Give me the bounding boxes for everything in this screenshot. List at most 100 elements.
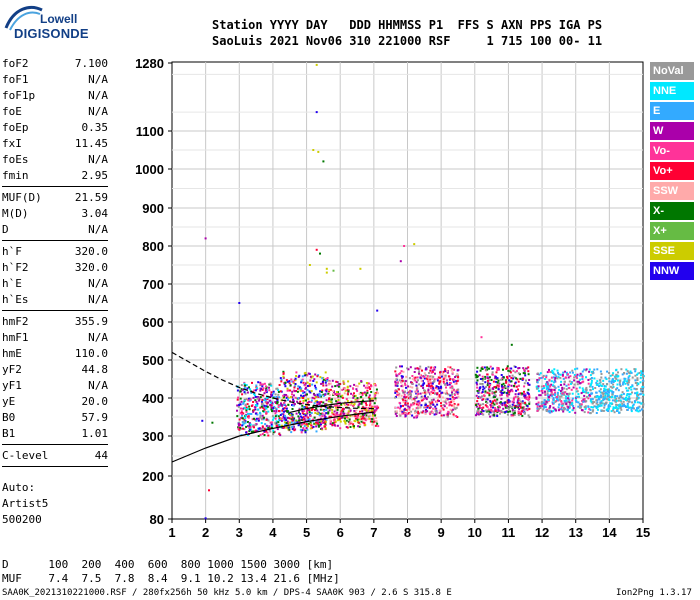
echo-point	[280, 424, 283, 427]
echo-point	[523, 393, 526, 396]
echo-point	[551, 401, 554, 404]
echo-point	[272, 397, 275, 399]
outlier-echo-point	[359, 267, 362, 270]
echo-point	[595, 391, 598, 394]
echo-point	[492, 405, 495, 407]
echo-point	[526, 405, 529, 408]
echo-point	[353, 403, 355, 406]
echo-point	[565, 395, 567, 398]
echo-point	[480, 412, 482, 415]
echo-point	[265, 405, 268, 408]
echo-point	[546, 385, 549, 388]
echo-point	[491, 371, 494, 374]
echo-point	[506, 366, 509, 369]
echo-point	[272, 416, 275, 419]
echo-point	[485, 385, 488, 388]
echo-point	[499, 390, 502, 393]
echo-point	[245, 410, 248, 413]
echo-point	[261, 433, 264, 435]
echo-point	[596, 368, 599, 371]
param-label: B1	[2, 427, 16, 440]
echo-point	[489, 411, 492, 414]
echo-point	[244, 384, 247, 387]
echo-point	[484, 390, 487, 393]
echo-point	[611, 395, 614, 398]
param-label: yF2	[2, 363, 22, 376]
echo-point	[289, 384, 292, 387]
echo-point	[283, 401, 286, 404]
echo-point	[431, 369, 434, 372]
echo-point	[429, 393, 432, 396]
echo-point	[563, 391, 566, 394]
echo-point	[506, 399, 509, 402]
echo-point	[486, 401, 489, 404]
echo-point	[549, 385, 552, 388]
echo-point	[446, 415, 449, 418]
echo-point	[433, 413, 436, 416]
echo-point	[638, 371, 641, 374]
footer-file-info: SAA0K_2021310221000.RSF / 280fx256h 50 k…	[2, 588, 452, 598]
param-label: foF1	[2, 73, 29, 86]
echo-point	[445, 379, 448, 382]
echo-point	[494, 394, 497, 397]
echo-point	[450, 385, 453, 388]
echo-point	[506, 375, 508, 378]
echo-point	[438, 390, 441, 393]
echo-point	[425, 403, 427, 406]
param-label: hmF2	[2, 315, 29, 328]
echo-point	[286, 422, 289, 425]
echo-point	[556, 391, 559, 394]
echo-point	[495, 386, 498, 389]
echo-point	[429, 385, 432, 388]
echo-point	[253, 417, 255, 420]
echo-point	[571, 397, 574, 400]
echo-point	[408, 377, 411, 380]
param-value: N/A	[88, 153, 108, 166]
echo-point	[426, 404, 429, 407]
echo-point	[432, 375, 435, 378]
echo-point	[508, 393, 511, 396]
echo-point	[602, 383, 605, 386]
echo-point	[265, 427, 268, 430]
param-row: foEp 0.35	[2, 120, 108, 136]
echo-point	[478, 396, 481, 399]
outlier-echo-point	[317, 150, 320, 153]
outlier-echo-point	[238, 302, 241, 304]
echo-point	[429, 413, 432, 416]
echo-point	[239, 403, 242, 406]
echo-point	[401, 409, 404, 412]
echo-point	[481, 391, 484, 393]
echo-point	[347, 393, 349, 396]
echo-point	[356, 397, 359, 400]
echo-point	[481, 375, 484, 378]
echo-point	[495, 401, 498, 404]
echo-point	[622, 397, 625, 400]
echo-point	[310, 412, 313, 414]
echo-point	[449, 366, 452, 369]
echo-point	[444, 400, 447, 403]
echo-point	[288, 380, 291, 383]
echo-point	[542, 374, 545, 377]
param-row: fmin 2.95	[2, 168, 108, 184]
echo-point	[368, 410, 371, 413]
echo-point	[316, 401, 319, 404]
echo-point	[514, 366, 517, 368]
echo-point	[298, 374, 301, 377]
echo-point	[615, 397, 618, 400]
echo-point	[454, 390, 457, 393]
echo-point	[509, 404, 511, 407]
echo-point	[553, 379, 556, 382]
echo-point	[559, 395, 561, 398]
echo-point	[509, 370, 512, 373]
echo-point	[527, 370, 530, 373]
echo-point	[557, 376, 560, 379]
echo-point	[523, 385, 526, 388]
echo-point	[413, 416, 416, 419]
echo-point	[431, 386, 434, 389]
echo-point	[512, 398, 515, 401]
echo-point	[599, 370, 602, 373]
echo-point	[263, 408, 266, 411]
echo-point	[591, 400, 594, 403]
echo-point	[430, 390, 433, 393]
echo-point	[511, 390, 514, 393]
